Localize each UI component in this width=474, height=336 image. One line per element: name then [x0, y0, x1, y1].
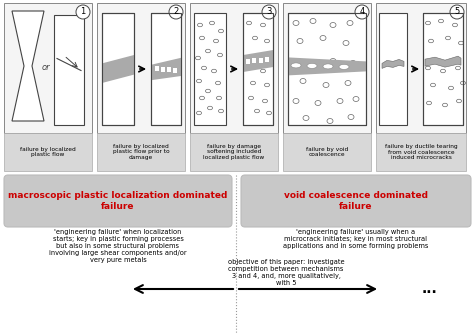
- Bar: [265, 57, 270, 62]
- FancyBboxPatch shape: [4, 175, 232, 227]
- Bar: [161, 67, 165, 72]
- Bar: [4, 133, 92, 171]
- Polygon shape: [425, 56, 461, 67]
- Text: or: or: [42, 64, 50, 73]
- Text: 1: 1: [81, 7, 86, 16]
- Polygon shape: [12, 11, 44, 121]
- Bar: [173, 68, 177, 73]
- Circle shape: [262, 5, 276, 19]
- Text: 5: 5: [455, 7, 460, 16]
- Bar: [243, 13, 273, 125]
- Ellipse shape: [307, 64, 317, 69]
- Bar: [423, 13, 463, 125]
- Text: objective of this paper: investigate
competition between mechanisms
3 and 4, and: objective of this paper: investigate com…: [228, 259, 344, 286]
- FancyBboxPatch shape: [241, 175, 471, 227]
- Text: 4: 4: [359, 7, 365, 16]
- Text: 'engineering failure' usually when a
microcrack initiates; key in most structura: 'engineering failure' usually when a mic…: [283, 229, 428, 249]
- Text: failure by ductile tearing
from void coalescence
induced microcracks: failure by ductile tearing from void coa…: [385, 144, 457, 160]
- Bar: [54, 15, 84, 125]
- Bar: [151, 13, 181, 125]
- Bar: [376, 3, 466, 133]
- Bar: [283, 3, 371, 133]
- Bar: [4, 3, 92, 133]
- Bar: [283, 133, 371, 171]
- Bar: [190, 133, 278, 171]
- Text: failure by localized
plastic flow: failure by localized plastic flow: [20, 146, 76, 157]
- Bar: [246, 59, 250, 64]
- Bar: [253, 58, 256, 64]
- Text: ...: ...: [422, 282, 438, 296]
- Bar: [97, 133, 185, 171]
- Polygon shape: [151, 58, 181, 80]
- Circle shape: [450, 5, 464, 19]
- Ellipse shape: [323, 64, 333, 69]
- Bar: [102, 13, 134, 125]
- Bar: [379, 13, 407, 125]
- Text: failure by localized
plastic flow prior to
damage: failure by localized plastic flow prior …: [113, 144, 169, 160]
- Bar: [102, 13, 134, 125]
- Polygon shape: [102, 55, 134, 83]
- Bar: [194, 13, 226, 125]
- Circle shape: [355, 5, 369, 19]
- Text: 'engineering failure' when localization
starts; key in plastic forming processes: 'engineering failure' when localization …: [49, 229, 187, 263]
- Bar: [376, 133, 466, 171]
- Circle shape: [169, 5, 183, 19]
- Bar: [288, 13, 366, 125]
- Ellipse shape: [339, 65, 349, 70]
- Text: failure by void
coalescence: failure by void coalescence: [306, 146, 348, 157]
- Polygon shape: [288, 57, 366, 75]
- Bar: [423, 13, 463, 125]
- Polygon shape: [243, 50, 273, 72]
- Bar: [151, 13, 181, 125]
- Bar: [97, 3, 185, 133]
- Bar: [259, 58, 263, 63]
- Ellipse shape: [291, 63, 301, 68]
- Circle shape: [76, 5, 90, 19]
- Text: macroscopic plastic localization dominated
failure: macroscopic plastic localization dominat…: [9, 191, 228, 211]
- Text: 3: 3: [266, 7, 272, 16]
- Text: failure by damage
softening included
localized plastic flow: failure by damage softening included loc…: [203, 144, 264, 160]
- Text: 2: 2: [173, 7, 179, 16]
- Bar: [288, 13, 366, 125]
- Text: void coalescence dominated
failure: void coalescence dominated failure: [284, 191, 428, 211]
- Bar: [155, 66, 159, 71]
- Polygon shape: [382, 59, 404, 69]
- Bar: [167, 67, 171, 72]
- Bar: [190, 3, 278, 133]
- Bar: [243, 13, 273, 125]
